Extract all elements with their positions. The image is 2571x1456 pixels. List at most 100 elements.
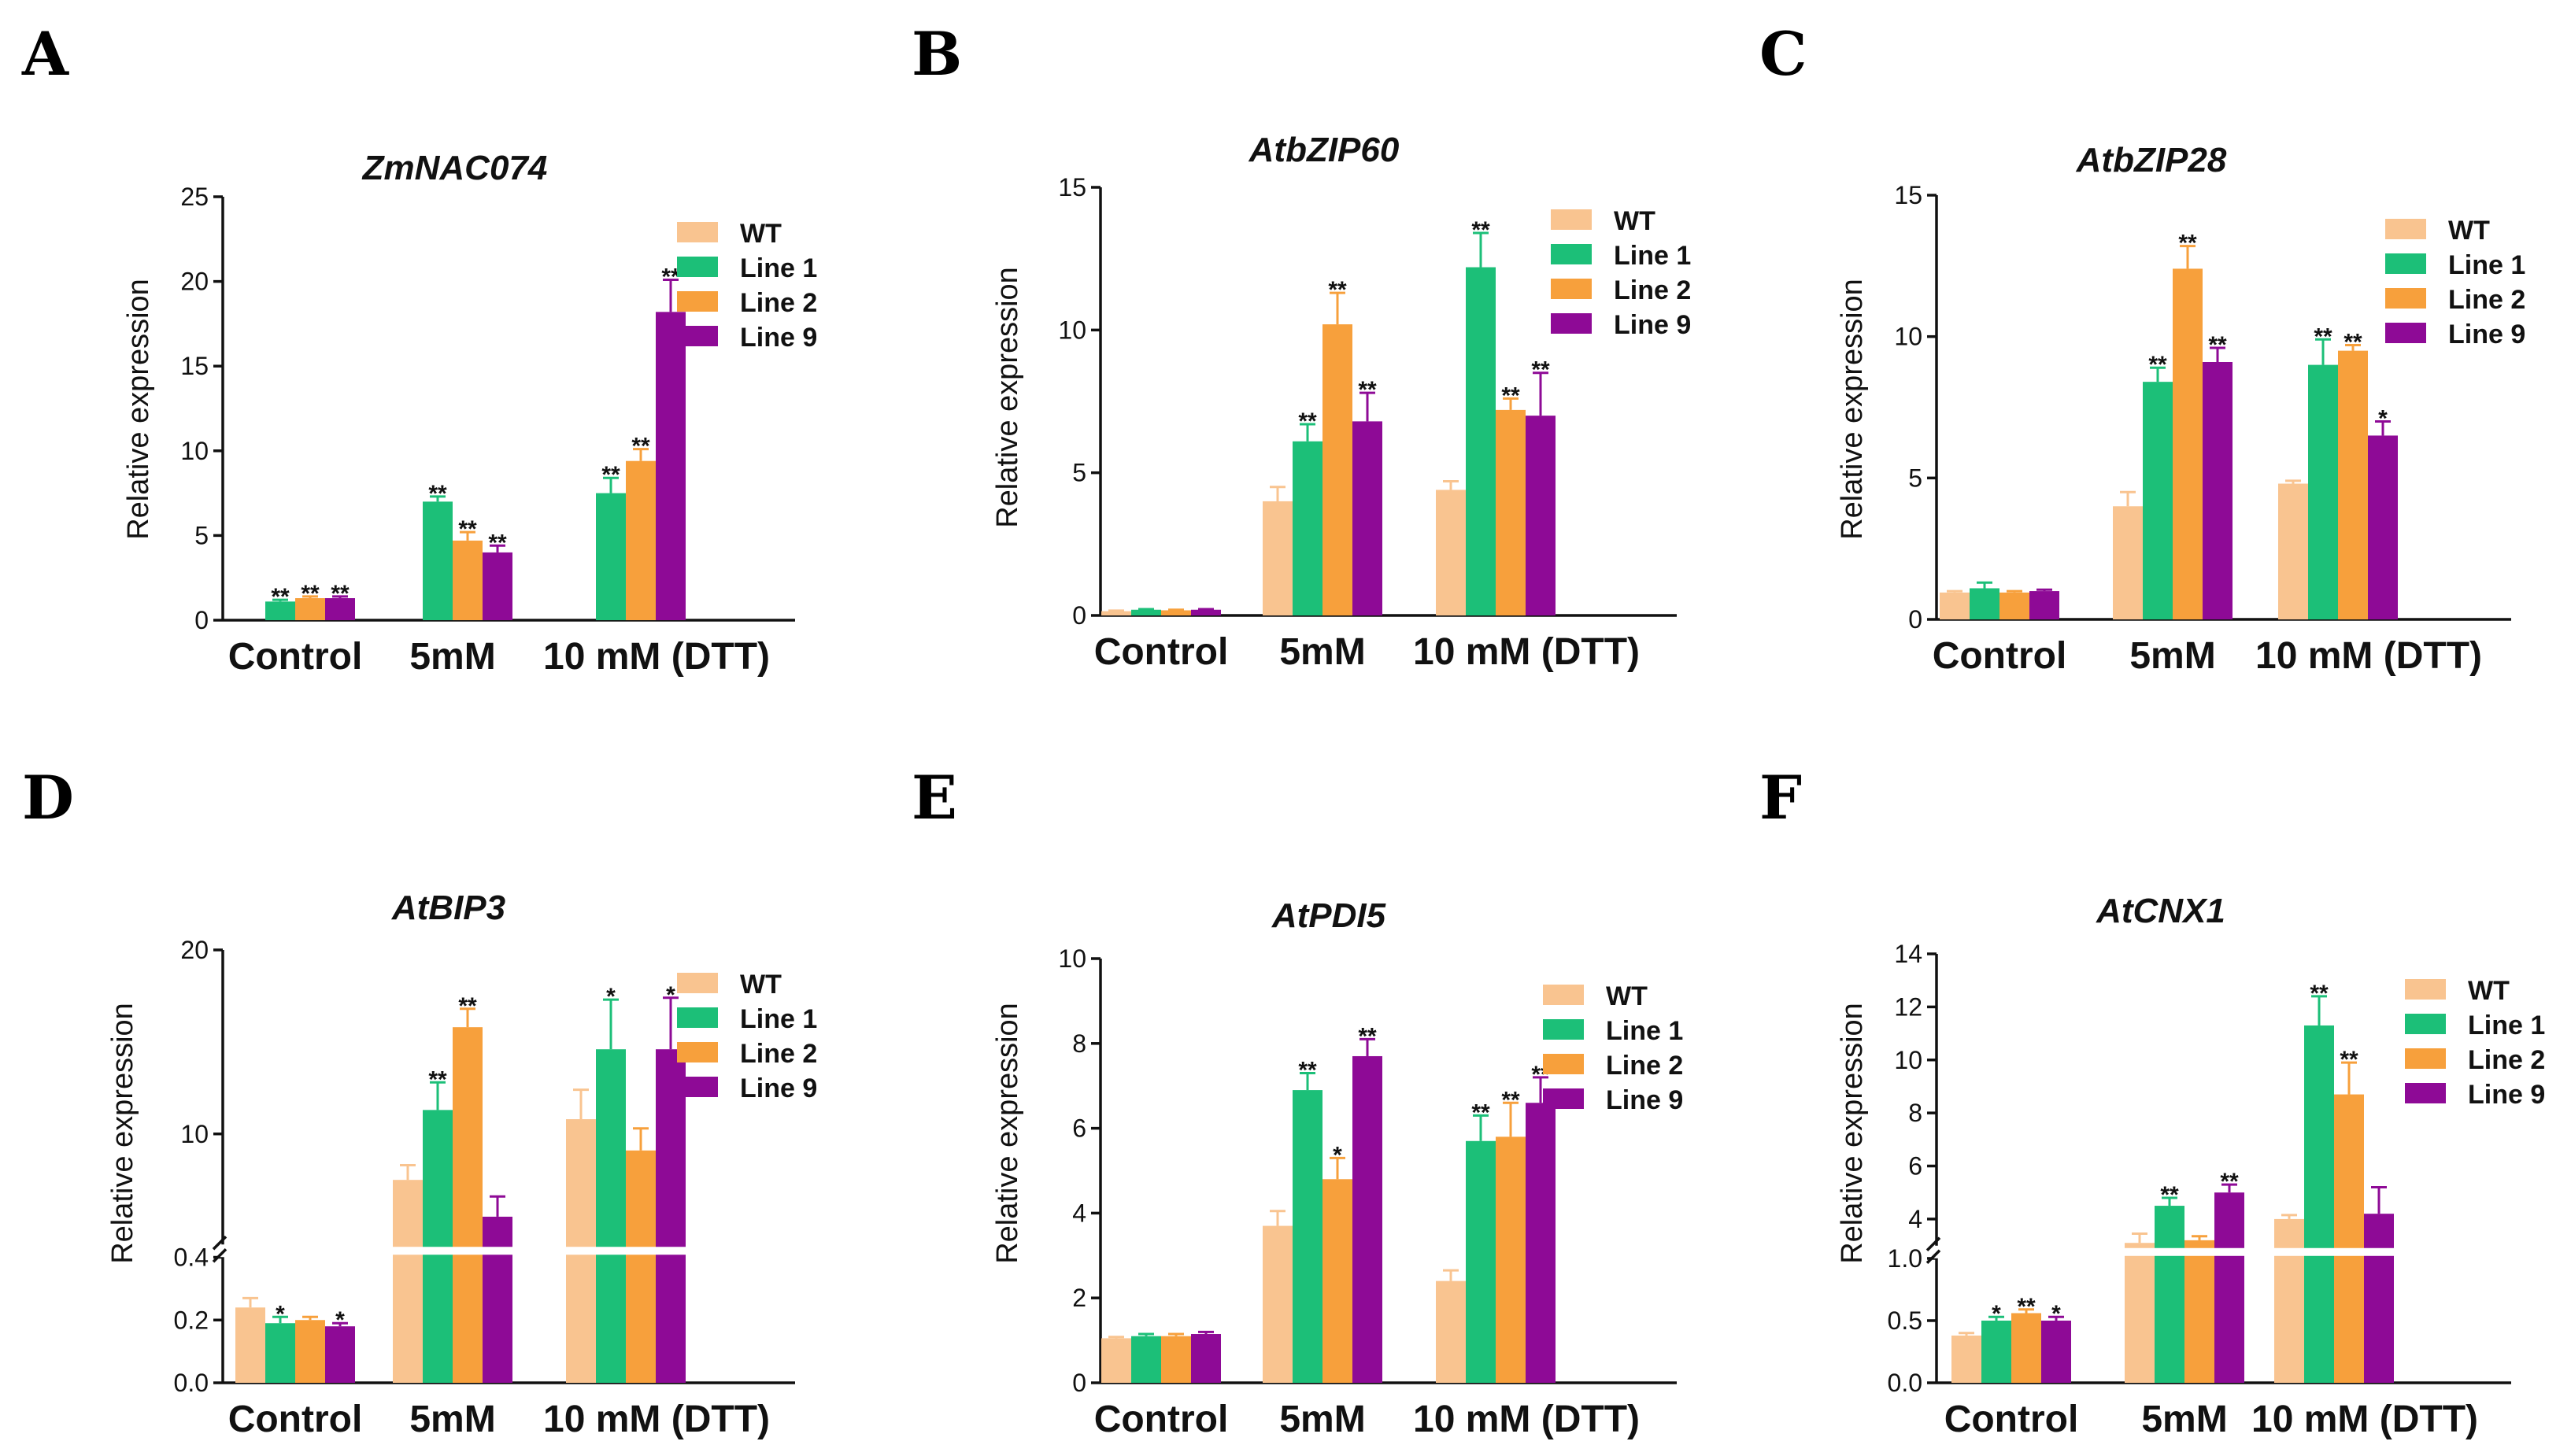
x-tick-label: 5mM	[2129, 635, 2215, 677]
legend-label: WT	[2468, 976, 2510, 1006]
legend-swatch	[677, 257, 718, 277]
bar-line-9	[1526, 1103, 1556, 1383]
chart-panel-d: D AtBIP3 Relative expression 0.0 0.2 0.4 10 20 *…	[22, 763, 817, 1440]
bar-wt	[1940, 592, 1970, 619]
bar-line-2	[295, 598, 325, 620]
significance-label: **	[631, 434, 650, 460]
x-tick-label: 10 mM (DTT)	[2255, 635, 2482, 677]
panel-letter: E	[912, 763, 957, 833]
legend-label: Line 2	[740, 288, 817, 318]
x-tick-label: 5mM	[2141, 1399, 2227, 1440]
legend-label: Line 1	[1614, 241, 1691, 271]
y-tick-label: 10	[180, 1120, 209, 1148]
legend-swatch	[2385, 219, 2426, 239]
x-tick-label: Control	[1944, 1399, 2079, 1440]
bar-line-2	[626, 1150, 656, 1383]
bar-line-1	[1970, 588, 1999, 619]
y-tick-label: 5	[194, 521, 209, 549]
bar-line-9	[1191, 609, 1221, 615]
x-tick-label: Control	[1094, 1399, 1229, 1440]
bar-line-2	[2338, 350, 2368, 619]
significance-label: **	[301, 581, 320, 607]
bar-wt	[1436, 1280, 1466, 1383]
legend-label: WT	[740, 970, 782, 1000]
x-tick-label: 5mM	[409, 636, 495, 678]
bar-line-1	[2155, 1206, 2184, 1383]
legend-label: Line 1	[740, 253, 817, 283]
legend-label: Line 1	[740, 1004, 817, 1034]
axis-break-gap	[1938, 1247, 2513, 1256]
legend-label: Line 9	[2468, 1080, 2545, 1110]
significance-label: **	[458, 993, 477, 1019]
panel-letter: B	[912, 19, 962, 89]
legend-label: Line 9	[1606, 1085, 1683, 1115]
y-tick-label: 10	[1894, 1046, 1922, 1074]
bar-line-1	[1981, 1320, 2011, 1383]
significance-label: **	[428, 1066, 447, 1092]
legend-label: Line 9	[740, 1074, 817, 1103]
significance-label: **	[2208, 332, 2227, 358]
significance-label: **	[1298, 1058, 1317, 1084]
bar-line-1	[1293, 441, 1322, 615]
significance-label: **	[1501, 1087, 1520, 1113]
y-axis-label: Relative expression	[106, 1003, 139, 1264]
y-tick-label: 10	[1894, 323, 1922, 351]
y-tick-label: 15	[1058, 173, 1086, 201]
legend-label: Line 2	[1606, 1051, 1683, 1081]
axis-break-slash	[1925, 1249, 1941, 1265]
bar-wt	[1101, 1338, 1131, 1383]
bar-wt	[1263, 501, 1293, 615]
y-tick-label: 0	[1908, 605, 1922, 634]
legend-swatch	[2385, 253, 2426, 274]
y-axis-label: Relative expression	[1836, 1003, 1869, 1264]
significance-label: *	[2051, 1301, 2061, 1327]
y-tick-label: 4	[1908, 1205, 1922, 1233]
chart-title: AtCNX1	[2096, 892, 2225, 930]
panel-letter: D	[22, 763, 74, 833]
bar-line-2	[1161, 1336, 1191, 1383]
bar-line-2	[295, 1320, 325, 1383]
y-tick-label: 20	[180, 268, 209, 296]
legend-swatch	[1543, 985, 1584, 1005]
x-tick-label: Control	[1933, 635, 2067, 677]
significance-label: **	[488, 530, 507, 556]
y-tick-label: 0	[1072, 1369, 1086, 1397]
bar-wt	[235, 1307, 265, 1383]
y-tick-label: 8	[1908, 1099, 1922, 1127]
y-tick-label: 14	[1894, 940, 1922, 968]
y-tick-label: 4	[1072, 1199, 1086, 1227]
bar-line-2	[1496, 1136, 1526, 1383]
x-tick-label: Control	[1094, 631, 1229, 673]
x-tick-label: 10 mM (DTT)	[2251, 1399, 2478, 1440]
bar-wt	[2274, 1218, 2304, 1383]
significance-label: **	[2220, 1169, 2239, 1195]
significance-label: *	[1333, 1142, 1342, 1168]
significance-label: **	[1358, 1023, 1377, 1049]
bar-line-2	[2173, 268, 2203, 619]
bar-line-1	[596, 1049, 626, 1383]
bar-line-1	[1131, 1336, 1161, 1383]
legend-swatch	[1551, 279, 1592, 299]
y-axis-label: Relative expression	[991, 1003, 1024, 1264]
y-tick-label: 0	[194, 606, 209, 634]
y-tick-label: 10	[180, 437, 209, 465]
significance-label: **	[458, 516, 477, 542]
y-tick-label: 5	[1072, 459, 1086, 487]
significance-label: **	[1531, 357, 1550, 383]
y-axis-label: Relative expression	[122, 279, 155, 540]
legend-swatch	[2385, 288, 2426, 309]
chart-panel-f: F AtCNX1 Relative expression 0.0 0.5 1.0 4 6 8 10…	[1759, 763, 2545, 1440]
legend-swatch	[2405, 1083, 2446, 1103]
significance-label: *	[2378, 405, 2388, 431]
legend-swatch	[677, 1007, 718, 1028]
significance-label: **	[2178, 231, 2197, 257]
significance-label: **	[2160, 1182, 2179, 1208]
bar-line-1	[1293, 1090, 1322, 1383]
legend-swatch	[1551, 244, 1592, 264]
bar-line-2	[1999, 592, 2029, 619]
y-tick-label: 20	[180, 936, 209, 964]
x-tick-label: 5mM	[1279, 631, 1365, 673]
bar-wt	[2113, 506, 2143, 619]
y-tick-label: 0.5	[1888, 1306, 1922, 1335]
